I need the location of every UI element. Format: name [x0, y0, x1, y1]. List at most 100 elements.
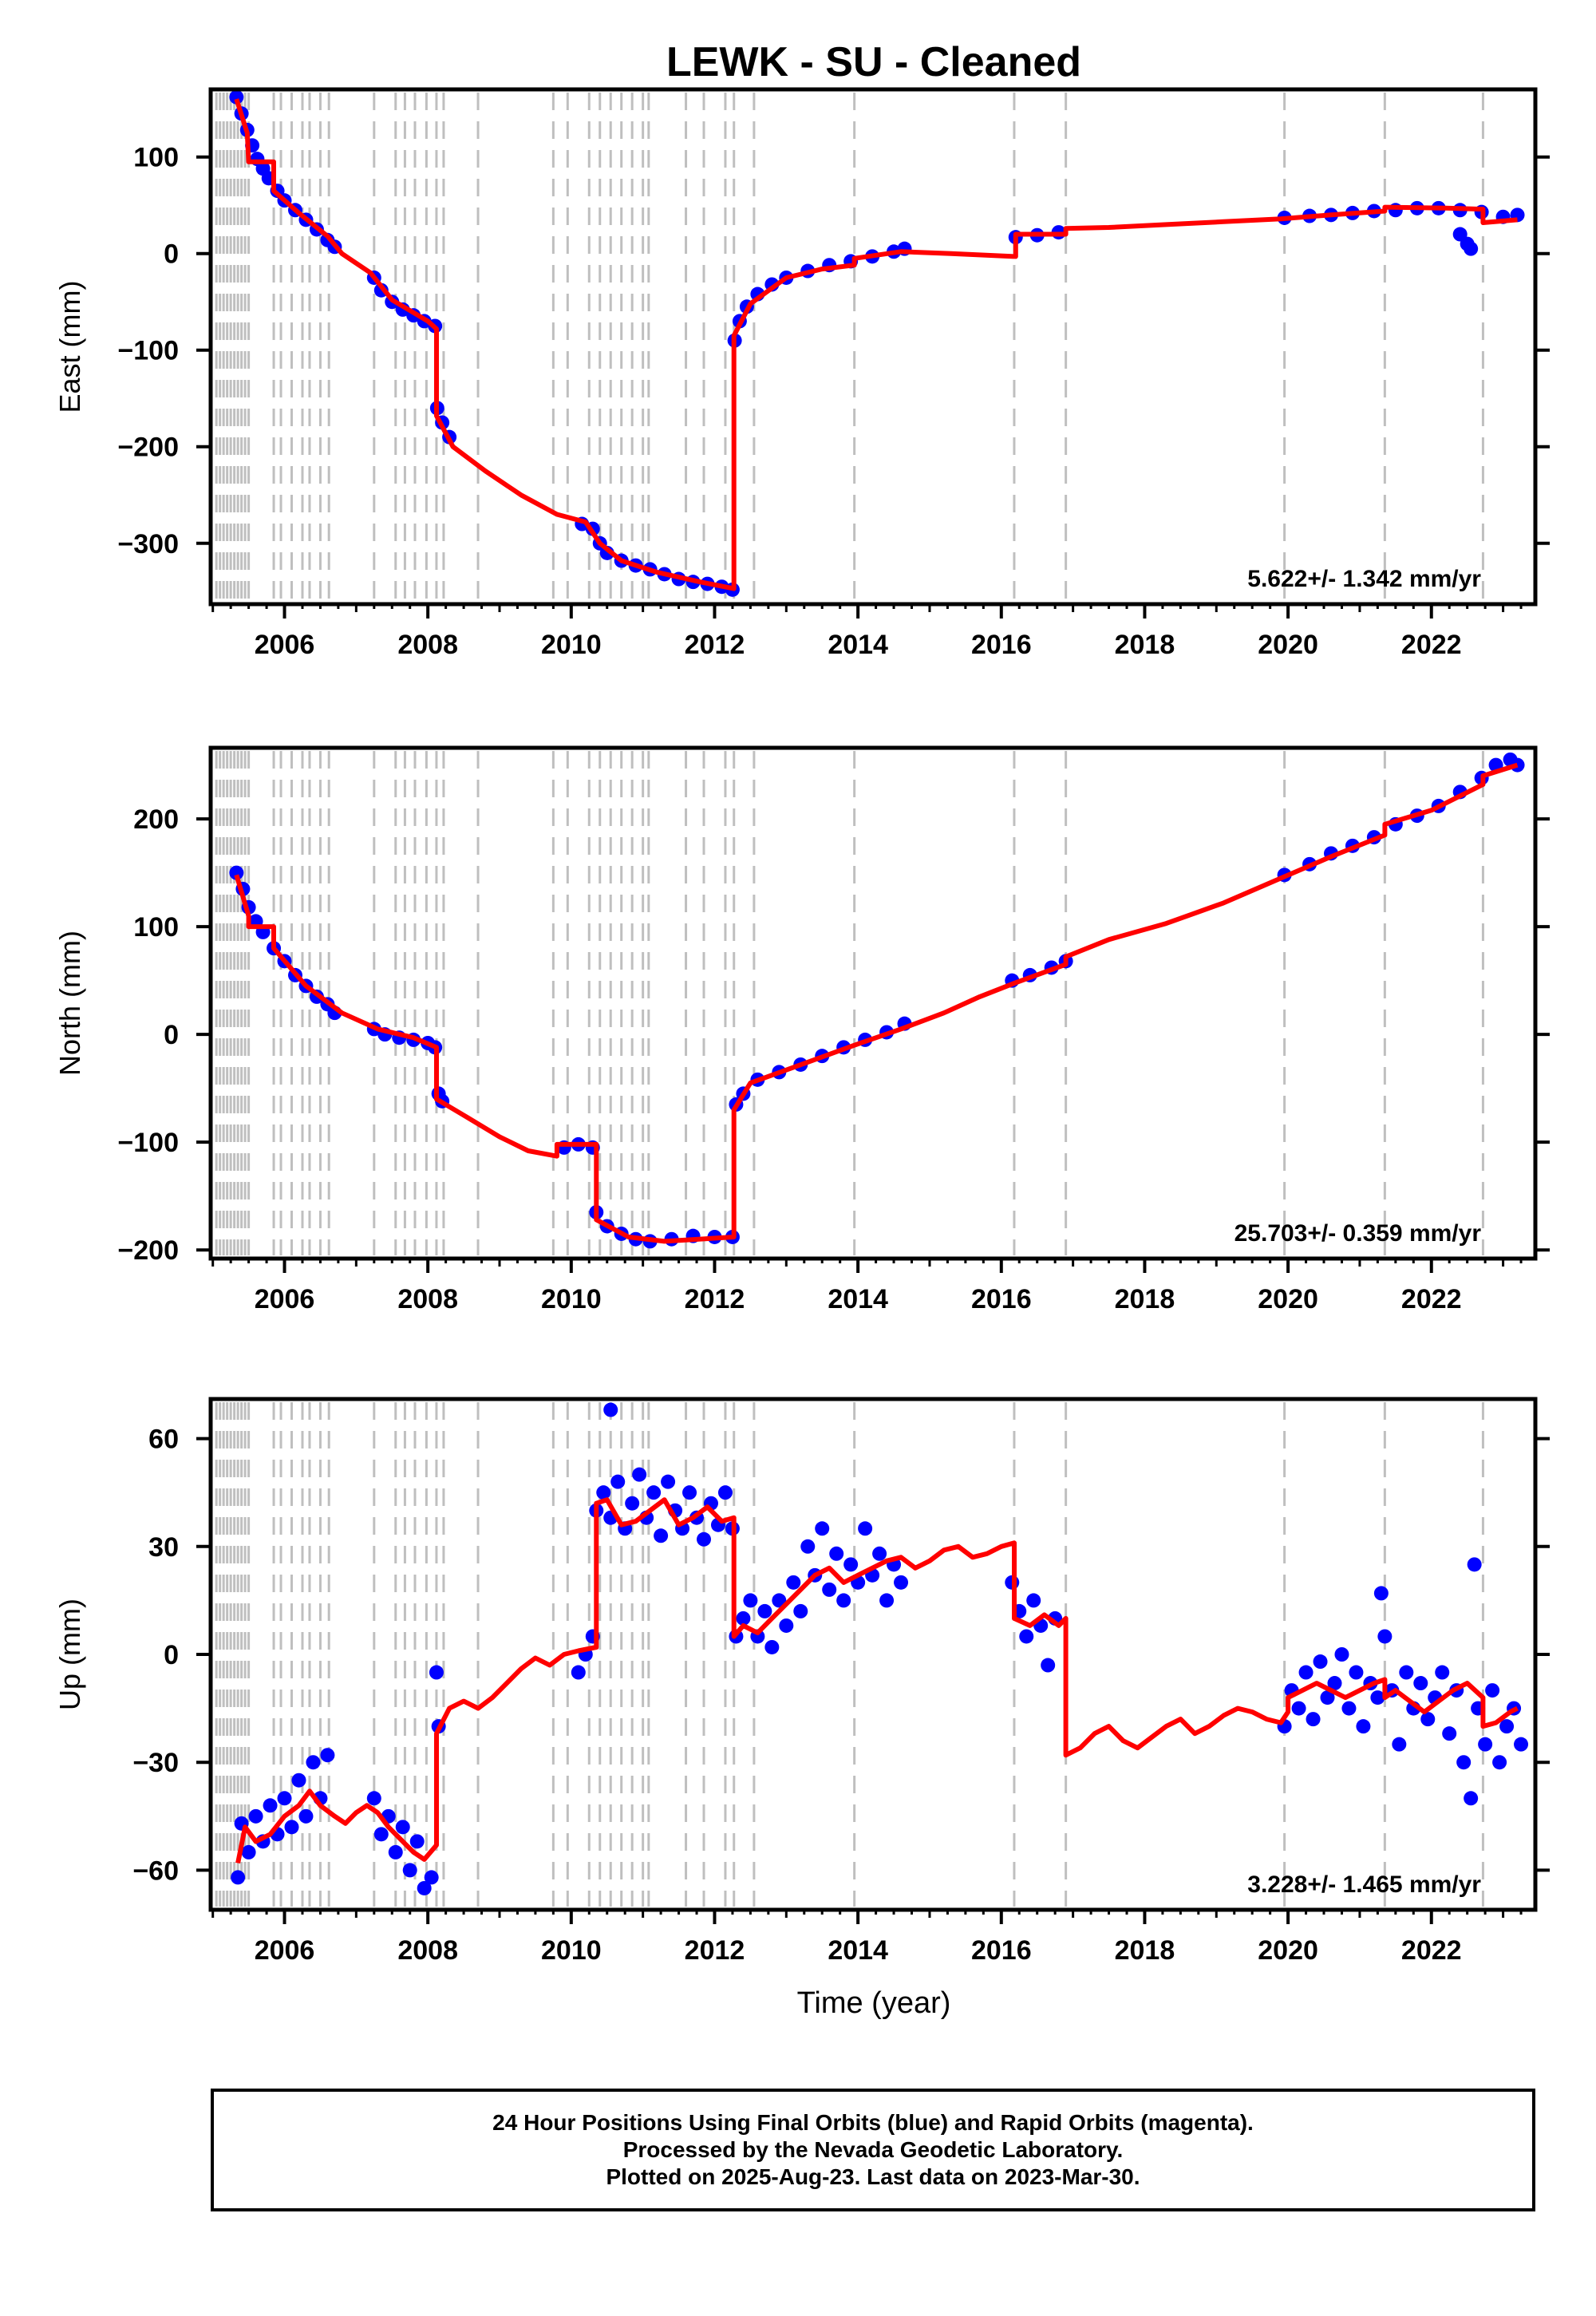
up-x-tick-label: 2020 — [1258, 1935, 1318, 1966]
east-x-tick-label: 2016 — [971, 630, 1032, 660]
up-x-tick-label: 2008 — [397, 1935, 458, 1966]
east-x-tick-label: 2008 — [397, 630, 458, 660]
up-x-tick-label: 2022 — [1401, 1935, 1462, 1966]
up-x-tick-label: 2012 — [685, 1935, 745, 1966]
up-data-point — [603, 1402, 618, 1417]
up-data-point — [836, 1593, 851, 1608]
footer-line-1: 24 Hour Positions Using Final Orbits (bl… — [492, 2110, 1254, 2135]
up-data-point — [277, 1791, 292, 1806]
up-data-point — [717, 1485, 733, 1500]
footer-line-2: Processed by the Nevada Geodetic Laborat… — [622, 2137, 1124, 2162]
up-data-point — [1313, 1654, 1328, 1670]
up-data-point — [757, 1603, 772, 1618]
north-y-tick-label: 0 — [164, 1020, 179, 1050]
north-plot-frame — [208, 745, 1538, 1261]
up-data-point — [736, 1611, 751, 1626]
up-data-point — [772, 1593, 787, 1608]
up-data-point — [1306, 1712, 1321, 1727]
up-data-point — [1291, 1701, 1306, 1716]
footer-line-3: Plotted on 2025-Aug-23. Last data on 202… — [606, 2164, 1140, 2189]
up-y-tick-label: −60 — [132, 1856, 179, 1886]
up-data-point — [815, 1521, 830, 1536]
up-data-point — [625, 1496, 640, 1511]
east-x-tick-label: 2020 — [1258, 630, 1318, 660]
up-data-point — [829, 1546, 844, 1561]
up-data-group — [231, 1402, 1529, 1895]
east-x-tick-label: 2018 — [1115, 630, 1175, 660]
east-data-group — [229, 89, 1525, 597]
up-data-point — [429, 1665, 444, 1680]
north-x-tick-label: 2022 — [1401, 1284, 1462, 1314]
up-data-point — [743, 1593, 758, 1608]
chart-title: LEWK - SU - Cleaned — [666, 39, 1081, 85]
up-data-point — [654, 1528, 669, 1543]
up-data-point — [1478, 1737, 1493, 1752]
north-x-tick-label: 2020 — [1258, 1284, 1318, 1314]
up-data-point — [284, 1820, 299, 1835]
up-data-point — [779, 1618, 794, 1633]
north-x-tick-label: 2016 — [971, 1284, 1032, 1314]
up-x-tick-label: 2016 — [971, 1935, 1032, 1966]
up-y-tick-label: 0 — [164, 1640, 179, 1670]
up-data-point — [1420, 1712, 1436, 1727]
up-data-point — [366, 1791, 381, 1806]
up-data-point — [1356, 1719, 1371, 1734]
east-x-tick-label: 2010 — [541, 630, 602, 660]
up-data-point — [1019, 1629, 1034, 1644]
up-panel: 2006 2008 2010 2012 2014 2016 2018 2020 2022 −60 −… — [53, 1397, 1550, 1966]
up-data-point — [291, 1773, 306, 1788]
up-data-point — [646, 1485, 662, 1500]
up-data-point — [395, 1820, 410, 1835]
up-data-point — [424, 1870, 439, 1885]
up-data-point — [894, 1575, 909, 1590]
east-x-tick-label: 2014 — [828, 630, 888, 660]
up-data-point — [231, 1870, 246, 1885]
up-data-point — [1026, 1593, 1041, 1608]
up-y-axis-label: Up (mm) — [53, 1599, 86, 1710]
up-data-point — [1485, 1683, 1500, 1698]
up-data-point — [858, 1521, 873, 1536]
up-data-point — [320, 1748, 335, 1763]
up-data-point — [1320, 1690, 1335, 1705]
up-data-point — [1492, 1755, 1507, 1770]
up-data-point — [661, 1474, 676, 1489]
up-data-point — [1399, 1665, 1414, 1680]
up-data-point — [822, 1582, 837, 1597]
up-data-point — [248, 1808, 263, 1824]
up-data-point — [1377, 1629, 1393, 1644]
north-data-point — [229, 865, 244, 880]
east-rate-label: 5.622+/- 1.342 mm/yr — [1247, 566, 1481, 592]
up-data-point — [571, 1665, 586, 1680]
north-x-tick-label: 2014 — [828, 1284, 888, 1314]
up-data-point — [298, 1808, 314, 1824]
up-data-point — [1373, 1586, 1389, 1601]
north-y-tick-label: 100 — [133, 912, 179, 943]
footer-info-box: 24 Hour Positions Using Final Orbits (bl… — [211, 2089, 1535, 2211]
north-panel: 2006 2008 2010 2012 2014 2016 2018 2020 2022 −200… — [53, 745, 1550, 1314]
up-data-point — [610, 1474, 626, 1489]
up-x-tick-label: 2006 — [255, 1935, 315, 1966]
east-y-axis-label: East (mm) — [53, 281, 86, 413]
up-data-point — [1392, 1737, 1407, 1752]
up-data-point — [800, 1539, 816, 1554]
up-data-point — [1413, 1676, 1428, 1691]
up-data-point — [596, 1485, 611, 1500]
north-x-tick-label: 2018 — [1115, 1284, 1175, 1314]
north-rate-label: 25.703+/- 0.359 mm/yr — [1235, 1220, 1482, 1247]
up-data-point — [1456, 1755, 1472, 1770]
north-x-tick-label: 2012 — [685, 1284, 745, 1314]
east-panel: 2006 2008 2010 2012 2014 2016 2018 2020 2022 −300… — [53, 87, 1550, 660]
up-data-point — [872, 1546, 887, 1561]
up-data-point — [1464, 1791, 1479, 1806]
up-data-point — [1334, 1647, 1349, 1662]
up-data-point — [402, 1863, 417, 1878]
up-data-point — [843, 1557, 859, 1572]
east-x-tick-label: 2022 — [1401, 630, 1462, 660]
east-data-point — [229, 89, 244, 105]
up-data-point — [241, 1844, 256, 1860]
north-y-axis-label: North (mm) — [53, 931, 86, 1076]
up-data-point — [417, 1880, 432, 1895]
east-y-tick-label: 100 — [133, 143, 179, 173]
up-data-point — [786, 1575, 801, 1590]
